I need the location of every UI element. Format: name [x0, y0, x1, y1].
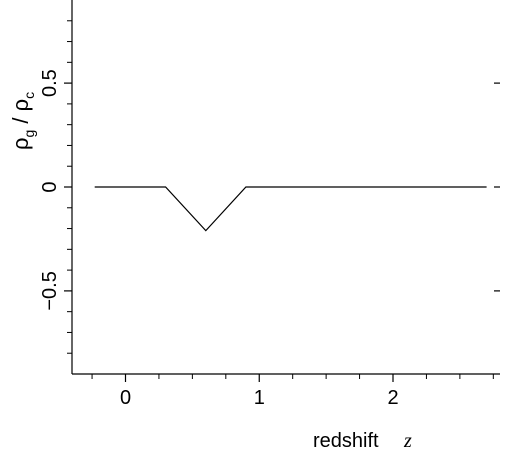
x-axis-title: redshift z: [313, 430, 412, 452]
y-axis-label: ρg / ρc: [8, 92, 37, 150]
y-axis-title: ρg / ρc: [8, 92, 37, 150]
y-tick-label: −0.5: [39, 271, 61, 310]
y-label-numerator: ρ: [8, 137, 33, 150]
y-label-slash: /: [8, 111, 33, 129]
y-label-denominator-sub: c: [21, 92, 37, 99]
y-tick-label: 0: [39, 181, 61, 192]
ticks: 0 1 2 −0.5 0 0.5: [39, 20, 500, 409]
plot-area: 0 1 2 −0.5 0 0.5: [39, 0, 500, 409]
y-label-numerator-sub: g: [21, 130, 37, 138]
y-label-denominator: ρ: [8, 99, 33, 112]
series-line: [94, 186, 487, 232]
x-tick-label: 2: [387, 387, 398, 409]
y-tick-label: 0.5: [39, 69, 61, 97]
x-tick-label: 0: [120, 387, 131, 409]
series-layer: [94, 186, 487, 232]
x-axis-variable: z: [403, 430, 412, 452]
x-tick-label: 1: [254, 387, 265, 409]
x-axis-label: redshift: [313, 430, 379, 452]
